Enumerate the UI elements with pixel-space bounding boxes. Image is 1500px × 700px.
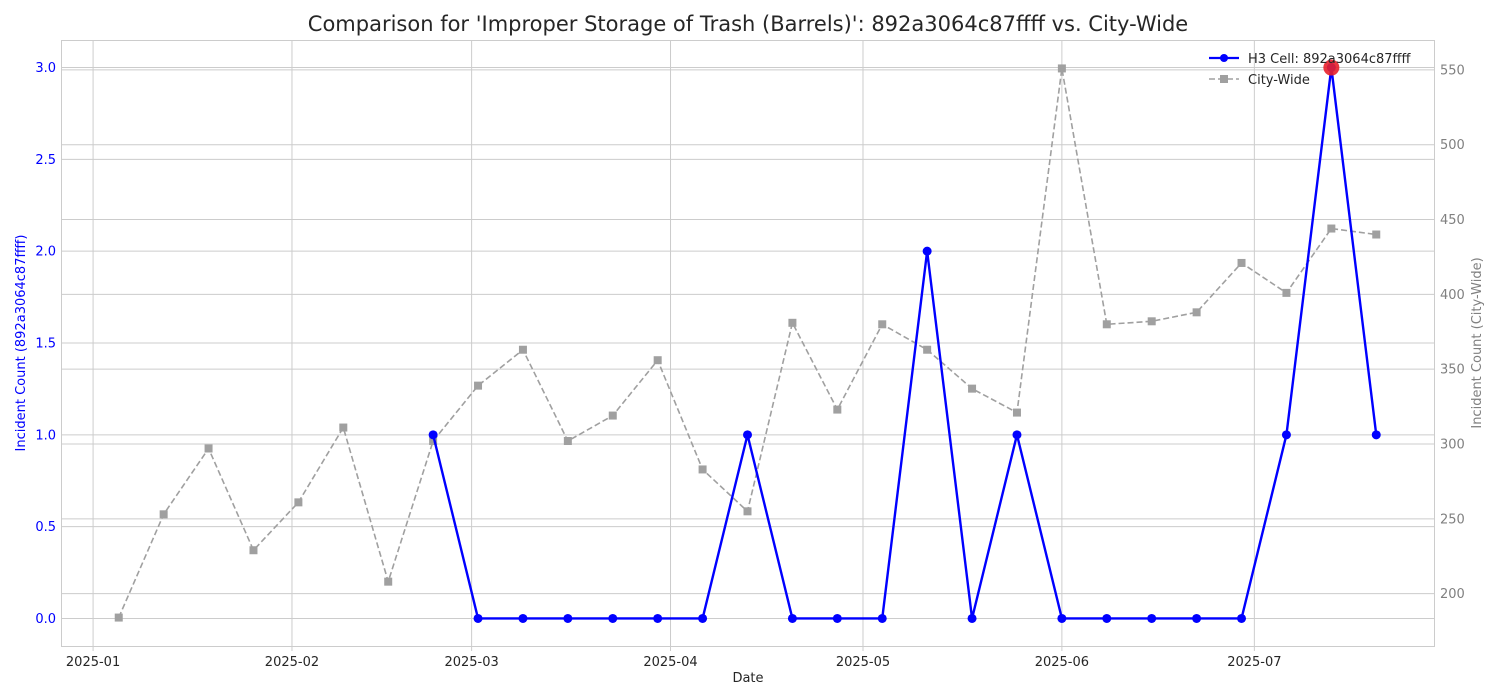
x-axis-ticks: 2025-01 2025-02 2025-03 2025-04 2025-05 2025-… (66, 646, 1282, 670)
left-axis-ticks: 0.0 0.5 1.0 1.5 2.0 2.5 3.0 (35, 61, 56, 627)
h3-cell-point (1147, 613, 1157, 623)
h3-cell-point (1237, 613, 1247, 623)
left-tick-label: 2.0 (35, 245, 56, 260)
city-wide-point (878, 320, 887, 329)
right-axis-ticks: 200 250 300 350 400 450 500 550 (1440, 63, 1465, 602)
city-wide-point (159, 510, 168, 519)
city-wide-point (204, 444, 213, 453)
h3-cell-point (428, 430, 438, 440)
city-wide-point (968, 384, 977, 393)
h3-cell-point (743, 430, 752, 440)
city-wide-point (743, 507, 752, 516)
h3-cell-point (473, 613, 483, 623)
legend-marker-city-wide (1220, 75, 1228, 83)
x-tick-label: 2025-05 (836, 655, 890, 670)
right-tick-label: 400 (1440, 288, 1465, 303)
h3-cell-point (563, 613, 573, 623)
left-tick-label: 1.0 (35, 428, 56, 443)
series-h3-cell (428, 63, 1381, 623)
city-wide-point (294, 498, 303, 507)
x-tick-label: 2025-03 (444, 655, 498, 670)
h3-cell-line (431, 66, 1378, 620)
city-wide-point (1372, 230, 1381, 239)
city-wide-point (608, 411, 617, 420)
x-tick-label: 2025-04 (643, 655, 697, 670)
h3-cell-point (1192, 613, 1202, 623)
h3-cell-point (653, 613, 663, 623)
right-tick-label: 300 (1440, 438, 1465, 453)
h3-cell-point (518, 613, 528, 623)
city-wide-point (1147, 317, 1156, 326)
right-tick-label: 500 (1440, 138, 1465, 153)
city-wide-point (518, 345, 527, 354)
h3-cell-point (877, 613, 887, 623)
h3-cell-point (1281, 430, 1291, 440)
left-tick-label: 0.5 (35, 520, 56, 535)
legend: H3 Cell: 892a3064c87ffff City-Wide (1209, 52, 1411, 88)
city-wide-point (384, 577, 393, 586)
right-axis-label: Incident Count (City-Wide) (1470, 257, 1485, 428)
city-wide-point (1237, 258, 1246, 267)
h3-cell-point (1057, 613, 1067, 623)
left-tick-label: 0.0 (35, 612, 56, 627)
grid (61, 40, 1434, 646)
h3-cell-point (1012, 430, 1022, 440)
left-tick-label: 1.5 (35, 337, 56, 352)
city-wide-point (1057, 64, 1066, 73)
right-tick-label: 250 (1440, 512, 1465, 527)
h3-cell-point (698, 613, 708, 623)
city-wide-point (788, 318, 797, 327)
x-axis-label: Date (732, 671, 763, 686)
legend-label-h3-cell: H3 Cell: 892a3064c87ffff (1248, 52, 1411, 67)
city-wide-point (1192, 308, 1201, 317)
highlight-point (1323, 59, 1340, 76)
left-axis-label: Incident Count (892a3064c87ffff) (14, 235, 29, 452)
chart-title: Comparison for 'Improper Storage of Tras… (308, 12, 1188, 36)
city-wide-point (833, 405, 842, 414)
h3-cell-point (787, 613, 797, 623)
x-tick-label: 2025-06 (1035, 655, 1089, 670)
right-tick-label: 200 (1440, 587, 1465, 602)
x-tick-label: 2025-07 (1227, 655, 1281, 670)
highlight (1323, 59, 1340, 76)
h3-cell-point (608, 613, 618, 623)
h3-cell-point (967, 613, 977, 623)
h3-cell-point (922, 246, 932, 256)
h3-cell-point (832, 613, 842, 623)
city-wide-point (249, 546, 258, 555)
city-wide-point (114, 613, 123, 622)
right-tick-label: 350 (1440, 363, 1465, 378)
series-city-wide (114, 64, 1381, 622)
left-tick-label: 3.0 (35, 61, 56, 76)
right-tick-label: 550 (1440, 63, 1465, 78)
right-tick-label: 450 (1440, 213, 1465, 228)
city-wide-point (474, 381, 483, 390)
city-wide-point (339, 423, 348, 432)
h3-cell-point (1371, 430, 1381, 440)
city-wide-point (923, 345, 932, 354)
legend-marker-h3-cell (1220, 54, 1228, 62)
legend-label-city-wide: City-Wide (1248, 73, 1310, 88)
city-wide-point (1327, 224, 1336, 233)
plot-frame (61, 40, 1435, 647)
city-wide-point (1102, 320, 1111, 329)
x-tick-label: 2025-02 (265, 655, 319, 670)
city-wide-point (1012, 408, 1021, 417)
h3-cell-point (1102, 613, 1112, 623)
left-tick-label: 2.5 (35, 153, 56, 168)
x-tick-label: 2025-01 (66, 655, 120, 670)
city-wide-point (698, 465, 707, 474)
city-wide-point (429, 437, 438, 446)
city-wide-point (653, 356, 662, 365)
city-wide-point (1282, 288, 1291, 297)
city-wide-point (563, 437, 572, 446)
